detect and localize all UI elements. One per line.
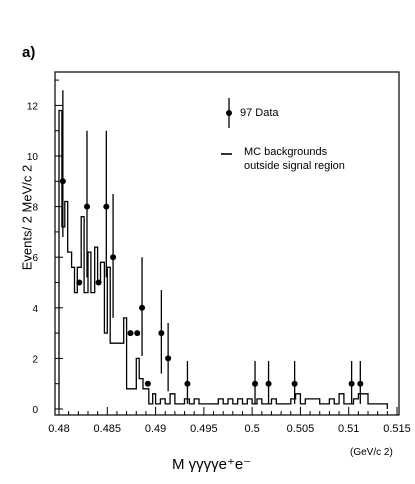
data-point	[139, 304, 146, 311]
y-tick-label: 2	[32, 354, 38, 365]
data-point	[265, 380, 272, 387]
data-point	[103, 203, 110, 210]
x-tick-label: 0.485	[94, 423, 122, 435]
legend-data-label: 97 Data	[240, 107, 279, 119]
data-point	[110, 254, 117, 261]
mc-histogram-line	[58, 109, 388, 409]
y-tick-label: 12	[27, 101, 39, 112]
data-point	[357, 380, 364, 387]
legend-marks	[221, 98, 232, 155]
x-tick-label: 0.51	[338, 423, 359, 435]
x-axis-unit: (GeV/c 2)	[350, 447, 393, 458]
data-point	[95, 279, 102, 286]
data-point	[291, 380, 298, 387]
data-point	[84, 203, 91, 210]
data-point	[59, 178, 66, 185]
y-tick-label: 6	[32, 253, 38, 264]
data-point	[184, 380, 191, 387]
x-tick-label: 0.5	[244, 423, 259, 435]
data-point	[134, 330, 141, 337]
y-tick-label: 8	[32, 203, 38, 214]
data-points	[59, 90, 364, 404]
data-point	[76, 279, 83, 286]
data-point	[348, 380, 355, 387]
legend-mc-label-line2: outside signal region	[244, 160, 345, 172]
legend-data-marker	[226, 110, 232, 116]
y-tick-label: 0	[32, 405, 38, 416]
panel-label: a)	[22, 44, 36, 61]
legend-mc-label-line1: MC backgrounds	[244, 146, 328, 158]
data-point	[158, 330, 165, 337]
data-point	[165, 355, 172, 362]
x-tick-label: 0.48	[48, 423, 69, 435]
data-point	[127, 330, 134, 337]
x-tick-label: 0.505	[287, 423, 315, 435]
x-tick-label: 0.49	[145, 423, 166, 435]
mc-histogram	[58, 109, 388, 409]
x-tick-label: 0.495	[190, 423, 218, 435]
x-axis-label: M γγγγe⁺e⁻	[172, 456, 252, 473]
data-point	[252, 380, 259, 387]
data-point	[144, 380, 151, 387]
plot-frame	[54, 71, 400, 416]
x-tick-label: 0.515	[383, 423, 411, 435]
axis-ticks: 0.48 0.485 0.49 0.495 0.5 0.505 0.51 0.515 0 2 4 6 8…	[27, 79, 411, 435]
y-tick-label: 10	[27, 152, 39, 163]
y-tick-label: 4	[32, 304, 38, 315]
